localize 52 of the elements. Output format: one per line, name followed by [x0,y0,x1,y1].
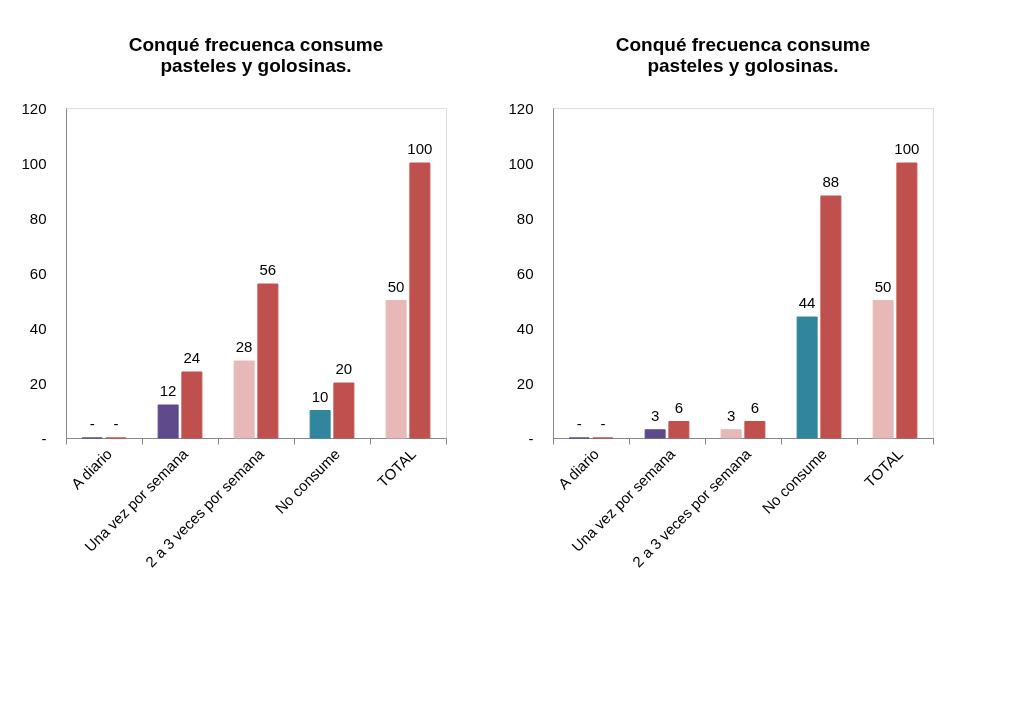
data-label: 100 [407,140,433,157]
data-label: 50 [874,277,892,295]
data-label: - [600,415,606,432]
y-tick-label: 20 [29,374,47,392]
data-label: 50 [387,277,405,295]
y-tick-label: 80 [516,209,534,227]
y-tick-label: 100 [21,154,47,172]
chart-title: Conqué frecuenca consume pasteles y golosinas. [615,34,871,76]
data-label: 88 [822,173,840,190]
data-label: - [576,415,582,432]
y-tick-label: 120 [508,99,534,117]
data-label: 44 [798,294,816,311]
data-label: 100 [894,140,920,157]
data-label: 12 [159,382,177,399]
data-label: 24 [183,349,201,366]
data-label: 56 [259,261,277,278]
data-label: - [113,415,119,432]
data-label: 3 [726,406,736,424]
data-label: 10 [311,387,329,405]
data-label: 20 [335,360,353,377]
data-label: 6 [750,398,760,416]
y-tick-label: - [528,429,534,447]
bar [309,410,331,439]
bar [896,162,918,439]
bar [257,283,279,439]
data-label: - [89,415,95,432]
y-tick-label: 80 [29,209,47,227]
data-label: 6 [674,398,684,416]
bar [744,421,766,439]
y-tick-label: 100 [508,154,534,172]
bar [872,300,894,439]
data-label: 28 [235,338,253,355]
bar [668,421,690,439]
bar [385,300,407,439]
bar [644,429,666,439]
bar [820,195,842,439]
y-tick-label: - [41,429,47,447]
y-tick-label: 120 [21,99,47,117]
chart-title: Conqué frecuenca consume pasteles y golosinas. [128,34,384,76]
y-tick-label: 60 [29,264,47,282]
y-tick-label: 60 [516,264,534,282]
bar [333,382,355,439]
bar [233,360,255,439]
bar [796,316,818,439]
y-tick-label: 40 [516,319,534,337]
bar [720,429,742,439]
bar [181,371,203,439]
y-tick-label: 20 [516,374,534,392]
data-label: 3 [650,406,660,424]
bar [409,162,431,439]
bar [157,404,179,439]
y-tick-label: 40 [29,319,47,337]
